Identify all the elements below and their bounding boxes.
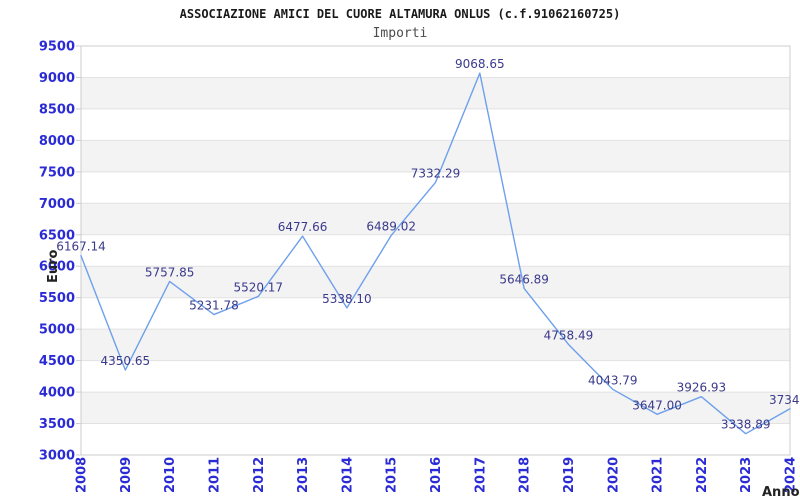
x-tick-label: 2015	[385, 457, 400, 493]
data-point-label: 6489.02	[366, 219, 416, 233]
data-point-label: 5757.85	[145, 265, 195, 279]
x-tick-label: 2012	[252, 457, 267, 493]
x-tick-label: 2016	[429, 457, 444, 493]
y-tick-label: 7000	[39, 197, 75, 212]
plot-band	[81, 77, 790, 109]
data-point-label: 6477.66	[278, 220, 328, 234]
x-tick-label: 2022	[695, 457, 710, 493]
plot-band	[81, 392, 790, 424]
y-tick-label: 6500	[39, 228, 75, 243]
x-tick-label: 2011	[207, 457, 222, 493]
data-point-label: 7332.29	[411, 166, 461, 180]
y-tick-label: 9000	[39, 71, 75, 86]
data-point-label: 4350.65	[101, 354, 151, 368]
data-point-label: 4043.79	[588, 373, 638, 387]
plot-band	[81, 329, 790, 361]
x-tick-label: 2021	[651, 457, 666, 493]
y-tick-label: 5500	[39, 291, 75, 306]
x-axis-title: Anno	[762, 485, 800, 500]
data-line	[80, 72, 791, 435]
y-tick-label: 7500	[39, 165, 75, 180]
x-tick-label: 2024	[784, 457, 799, 493]
y-tick-label: 8500	[39, 102, 75, 117]
x-tick-label: 2020	[606, 457, 621, 493]
data-point-label: 3338.89	[721, 418, 771, 432]
data-point-label: 3647.00	[632, 398, 682, 412]
plot-band	[81, 140, 790, 172]
x-tick-label: 2023	[739, 457, 754, 493]
data-point-label: 6167.14	[56, 240, 106, 254]
x-tick-label: 2019	[562, 457, 577, 493]
chart-title: ASSOCIAZIONE AMICI DEL CUORE ALTAMURA ON…	[179, 7, 621, 21]
y-tick-label: 4000	[39, 386, 75, 401]
data-point-label: 5231.78	[189, 299, 239, 313]
x-tick-label: 2013	[296, 457, 311, 493]
x-tick-label: 2018	[518, 457, 533, 493]
y-tick-label: 6000	[39, 260, 75, 275]
y-tick-label: 5000	[39, 323, 75, 338]
y-tick-label: 9500	[39, 40, 75, 55]
y-tick-label: 3500	[39, 417, 75, 432]
y-tick-label: 8000	[39, 134, 75, 149]
plot-band	[81, 266, 790, 298]
chart-subtitle: Importi	[372, 26, 428, 41]
y-tick-label: 4500	[39, 354, 75, 369]
data-point-label: 4758.49	[544, 328, 594, 342]
data-point-label: 3926.93	[677, 381, 727, 395]
y-tick-label: 3000	[39, 449, 75, 464]
plot-border	[80, 45, 791, 456]
x-tick-label: 2017	[473, 457, 488, 493]
data-point-label: 5520.17	[233, 280, 283, 294]
data-point-label: 5646.89	[499, 272, 549, 286]
x-tick-label: 2010	[163, 457, 178, 493]
plot-band	[81, 203, 790, 235]
data-point-label: 9068.65	[455, 57, 505, 71]
y-axis-title: Euro	[46, 249, 61, 283]
x-tick-label: 2009	[119, 457, 134, 493]
data-point-label: 3734.5	[769, 393, 800, 407]
x-tick-label: 2014	[340, 457, 355, 493]
x-tick-label: 2008	[75, 457, 90, 493]
data-point-label: 5338.10	[322, 292, 372, 306]
